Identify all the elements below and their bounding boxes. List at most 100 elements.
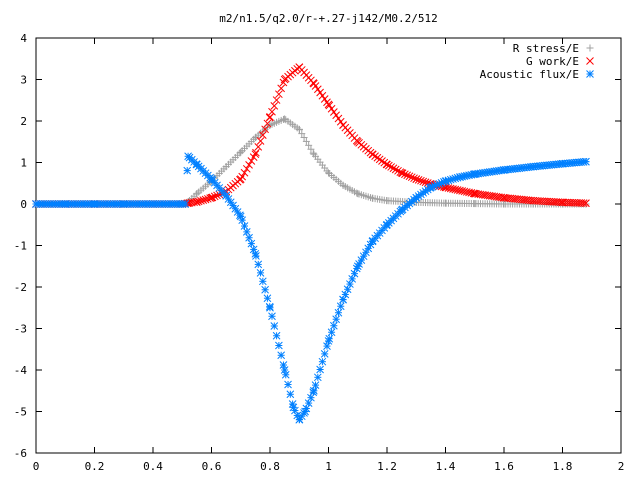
- legend-marker: [586, 57, 594, 65]
- series-1-data-point: [558, 198, 567, 207]
- series-1-point: [419, 177, 428, 186]
- series-2-data-point: [412, 193, 421, 202]
- series-1-data-point: [500, 193, 508, 202]
- series-2-point: [254, 260, 263, 269]
- series-1-data-point: [207, 193, 216, 202]
- series-1-point: [275, 90, 283, 99]
- series-1-point: [444, 184, 453, 192]
- series-2-data-point: [500, 166, 508, 174]
- series-1-point: [389, 164, 398, 173]
- series-2-data-point: [383, 220, 391, 229]
- series-0-data-point: [266, 121, 274, 129]
- series-2-data-point: [149, 200, 157, 208]
- x-tick-label: 0.8: [260, 460, 280, 473]
- series-1-point: [327, 104, 336, 113]
- axis-ticks: 0 0.2 0.4 0.6 0.8 1 1.2 1.4 1.6 1.8 2 -6 -5 -4 -3 -2 -1 0…: [14, 32, 625, 473]
- series-2-data-point: [397, 206, 406, 215]
- series-1-point: [407, 173, 416, 182]
- series-1-point: [394, 166, 402, 175]
- series-2-point: [277, 351, 286, 360]
- series-1-point: [247, 157, 256, 165]
- series-1-point: [453, 186, 462, 194]
- series-1-point: [449, 185, 457, 193]
- series-1-data-point: [368, 150, 377, 159]
- series-2-point: [284, 380, 292, 389]
- series-1-data-point: [310, 79, 318, 88]
- x-tick-label: 0: [33, 460, 40, 473]
- series-1-point: [263, 119, 272, 128]
- series-2-data-point: [32, 200, 40, 208]
- series-2-point: [318, 357, 327, 366]
- y-tick-label: -3: [14, 323, 27, 336]
- series-0-data-point: [237, 148, 245, 156]
- series-0-point: [300, 134, 308, 142]
- series-1-point: [332, 111, 341, 120]
- series-2-point: [247, 239, 256, 248]
- series-0-point: [298, 130, 306, 138]
- series-2-data-point: [61, 200, 70, 208]
- legend-label: Acoustic flux/E: [480, 68, 579, 81]
- series-1-point: [240, 168, 249, 177]
- series-1-data-point: [193, 198, 201, 206]
- x-tick-label: 1.4: [436, 460, 456, 473]
- y-tick-label: -4: [14, 364, 28, 377]
- series-1-data-point: [412, 175, 421, 183]
- series-2-point: [261, 285, 269, 294]
- series-2-data-point: [119, 200, 128, 208]
- series-2-data-point: [193, 160, 201, 169]
- series-1-point: [206, 194, 214, 203]
- series-2-data-point: [181, 200, 190, 208]
- series-1-point: [410, 174, 418, 183]
- series-0-data-point: [310, 150, 318, 158]
- series-2-data-point: [310, 386, 318, 395]
- series-2-point: [240, 222, 249, 230]
- y-tick-label: -5: [14, 406, 27, 419]
- series-2-data-point: [222, 191, 230, 200]
- series-1-point: [391, 165, 400, 174]
- series-1-data-point: [324, 100, 333, 109]
- x-tick-label: 1: [325, 460, 332, 473]
- series-0-data-point: [500, 200, 508, 208]
- series-0-data-point: [222, 163, 230, 171]
- series-2-point: [245, 233, 253, 242]
- series-2-data-point: [90, 200, 99, 208]
- series-2-data-point: [353, 262, 362, 271]
- x-tick-label: 1.2: [377, 460, 397, 473]
- series-0-data-point: [529, 200, 537, 208]
- legend-label: G work/E: [526, 55, 579, 68]
- series-1-data-point: [236, 175, 245, 183]
- series-1-data-point: [529, 196, 538, 205]
- series-2-data-point: [558, 159, 567, 168]
- series-0-data-point: [339, 181, 347, 189]
- series-1-point: [318, 91, 327, 100]
- series-1-point: [462, 188, 471, 196]
- series-1-data-point: [383, 160, 391, 169]
- series-0-data-point: [354, 190, 362, 198]
- series-2-data-point: [236, 212, 245, 221]
- series-1-point: [458, 187, 467, 195]
- series-0-data-point: [471, 200, 479, 208]
- series-2-point: [332, 315, 341, 324]
- y-tick-label: 4: [20, 32, 27, 45]
- series-2-point: [357, 256, 366, 264]
- series-1-point: [201, 195, 210, 204]
- series-2-point: [286, 390, 295, 399]
- y-tick-label: -1: [14, 240, 27, 253]
- series-1-point: [334, 114, 343, 123]
- series-1-point: [254, 143, 263, 151]
- series-2-data-point: [427, 183, 435, 192]
- x-tick-label: 0.4: [143, 460, 163, 473]
- series-2-data-point: [207, 175, 216, 183]
- series-2-data-point: [301, 407, 309, 416]
- series-2-point: [323, 342, 331, 350]
- series-2-point: [336, 302, 345, 311]
- series-1-point: [272, 96, 281, 104]
- y-tick-label: 2: [20, 115, 27, 128]
- series-1-point: [313, 85, 322, 94]
- series-2-point: [272, 331, 281, 340]
- x-tick-label: 0.2: [85, 460, 105, 473]
- series-1-point: [238, 172, 247, 181]
- series-2-point: [242, 228, 251, 236]
- series-2-data-point: [184, 152, 192, 161]
